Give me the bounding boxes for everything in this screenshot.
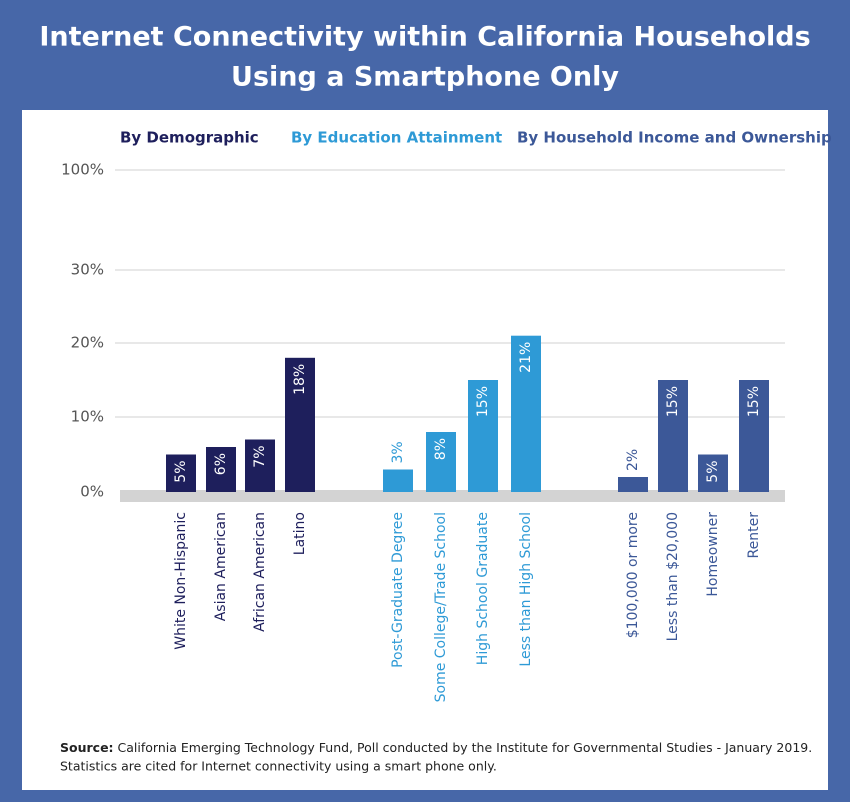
bar xyxy=(468,380,498,492)
value-label: 18% xyxy=(292,364,308,395)
x-tick-label: Less than $20,000 xyxy=(665,512,681,641)
x-tick-label: Renter xyxy=(746,512,762,559)
value-label: 15% xyxy=(475,386,491,417)
bar xyxy=(511,335,541,492)
note: Statistics are cited for Internet connec… xyxy=(60,759,497,774)
bar xyxy=(206,447,236,492)
bar xyxy=(166,454,196,492)
value-label: 3% xyxy=(390,441,406,463)
baseline xyxy=(120,490,785,502)
bar xyxy=(426,432,456,492)
y-tick-label: 20% xyxy=(71,334,104,352)
y-tick-label: 30% xyxy=(71,261,104,279)
value-label: 8% xyxy=(433,438,449,460)
x-tick-label: Homeowner xyxy=(705,512,721,597)
group-header: By Household Income and Ownership xyxy=(517,129,832,147)
bar xyxy=(698,454,728,492)
x-tick-label: Asian American xyxy=(213,512,229,621)
value-label: 5% xyxy=(705,461,721,483)
source: Source: California Emerging Technology F… xyxy=(60,740,812,755)
x-tick-label: Some College/Trade School xyxy=(433,512,449,702)
x-tick-label: High School Graduate xyxy=(475,512,491,665)
y-tick-label: 0% xyxy=(80,483,104,501)
panel xyxy=(22,110,828,790)
value-label: 2% xyxy=(625,449,641,471)
x-tick-label: $100,000 or more xyxy=(625,512,641,638)
x-tick-label: White Non-Hispanic xyxy=(173,512,189,650)
bar xyxy=(245,439,275,492)
bar xyxy=(285,357,315,492)
x-tick-label: Post-Graduate Degree xyxy=(390,512,406,668)
x-tick-label: African American xyxy=(252,512,268,632)
source-label: Source: xyxy=(60,740,114,755)
bar xyxy=(658,380,688,492)
y-tick-label: 100% xyxy=(61,161,104,179)
value-label: 6% xyxy=(213,453,229,475)
group-header: By Education Attainment xyxy=(291,129,502,147)
bar xyxy=(618,477,648,492)
source-text: California Emerging Technology Fund, Pol… xyxy=(118,740,813,755)
value-label: 7% xyxy=(252,446,268,468)
group-header: By Demographic xyxy=(120,129,259,147)
chart-title: Using a Smartphone Only xyxy=(231,62,619,93)
value-label: 15% xyxy=(746,386,762,417)
bar xyxy=(739,380,769,492)
x-tick-label: Latino xyxy=(292,512,308,555)
x-tick-label: Less than High School xyxy=(518,512,534,667)
chart-title: Internet Connectivity within California … xyxy=(39,22,810,53)
value-label: 15% xyxy=(665,386,681,417)
value-label: 21% xyxy=(518,342,534,373)
value-label: 5% xyxy=(173,461,189,483)
y-tick-label: 10% xyxy=(71,408,104,426)
bar xyxy=(383,469,413,492)
